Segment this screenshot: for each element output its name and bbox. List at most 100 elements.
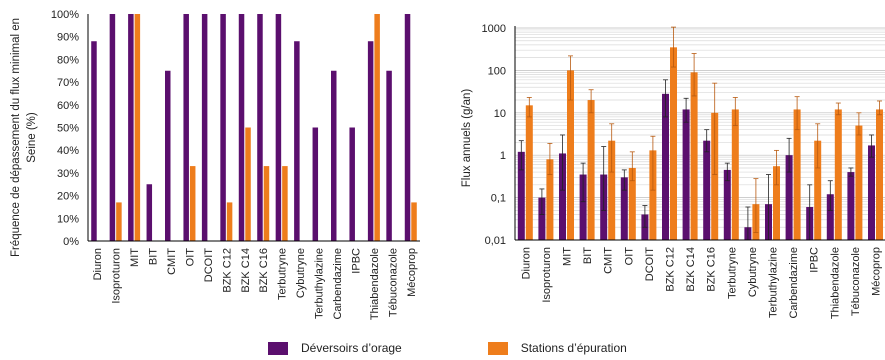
y-tick-label: 0,1 <box>491 193 506 205</box>
x-tick-label: Terbuthylazine <box>768 247 780 318</box>
x-tick-label: Isoproturon <box>541 247 553 303</box>
y-axis-label-line: Seine (%) <box>26 112 38 163</box>
y-tick-label: 1000 <box>482 23 506 35</box>
bar-stations <box>374 14 380 241</box>
x-tick-label: Mécoprop <box>871 247 883 296</box>
legend-label-stations: Stations d’épuration <box>520 341 627 355</box>
bar-stations <box>834 109 842 240</box>
y-axis-label-line: Fréquence de dépassement du flux minimal… <box>10 18 22 257</box>
y-tick-label: 80% <box>57 54 79 66</box>
bar-stations <box>793 109 801 240</box>
x-tick-label: BZK C12 <box>665 247 677 292</box>
x-tick-label: BZK C16 <box>706 247 718 292</box>
x-tick-label: Diuron <box>92 248 104 280</box>
bar-stations <box>628 167 636 240</box>
bar-deversoirs <box>723 169 731 240</box>
bar-stations <box>855 125 863 240</box>
bar-deversoirs <box>331 70 337 241</box>
x-tick-label: BIT <box>148 248 160 265</box>
bar-deversoirs <box>367 41 374 241</box>
bar-stations <box>263 166 270 241</box>
y-tick-label: 1 <box>500 150 506 162</box>
x-tick-label: DCOIT <box>203 248 215 283</box>
bar-deversoirs <box>517 151 525 240</box>
legend-swatch-purple <box>268 341 288 355</box>
bar-stations <box>690 72 698 240</box>
x-tick-label: Cybutryne <box>295 248 307 298</box>
y-axis-label: Flux annuels (g/an) <box>461 89 473 188</box>
bar-stations <box>587 100 595 240</box>
y-tick-label: 60% <box>57 100 79 112</box>
x-tick-label: Carbendazime <box>788 247 800 319</box>
x-tick-label: MIT <box>562 247 574 266</box>
x-tick-label: Terbutryne <box>726 247 738 299</box>
x-tick-label: CMIT <box>166 248 178 275</box>
x-tick-label: MIT <box>129 248 141 267</box>
bar-stations <box>189 166 196 241</box>
bar-deversoirs <box>238 14 245 241</box>
y-tick-label: 90% <box>57 32 79 44</box>
x-tick-label: Terbutryne <box>277 248 289 300</box>
y-tick-label: 20% <box>57 191 79 203</box>
x-tick-label: CMIT <box>603 247 615 274</box>
bar-deversoirs <box>785 155 793 240</box>
y-axis-label: Fréquence de dépassement du flux minimal… <box>10 18 38 257</box>
y-tick-label: 30% <box>57 168 79 180</box>
bar-stations <box>567 70 574 241</box>
bar-stations <box>525 105 533 240</box>
y-tick-label: 50% <box>57 123 79 135</box>
legend: Déversoirs d’orage Stations d’épuration <box>268 340 627 356</box>
x-tick-label: BZK C14 <box>685 247 697 292</box>
legend-item-stations: Stations d’épuration <box>487 341 627 355</box>
plot-area: Diuron Isoproturon MIT BIT CMIT OIT DCOIT BZK C… <box>515 26 885 319</box>
x-tick-label: IPBC <box>809 247 821 273</box>
x-tick-label: Carbendazime <box>332 248 344 320</box>
x-tick-label: Tébuconazole <box>387 248 399 317</box>
x-tick-label: DCOIT <box>644 247 656 282</box>
legend-swatch-orange <box>487 341 508 355</box>
x-tick-label: IPBC <box>350 248 362 274</box>
bar-stations <box>670 47 677 241</box>
y-tick-label: 10% <box>57 213 79 225</box>
x-tick-label: BIT <box>582 247 594 264</box>
x-tick-label: Isoproturon <box>111 248 123 304</box>
bar-stations <box>411 202 417 241</box>
bar-deversoirs <box>868 145 875 240</box>
y-tick-label: 40% <box>57 145 79 157</box>
bar-deversoirs <box>404 14 411 241</box>
y-tick-label: 0% <box>63 236 79 248</box>
bar-deversoirs <box>165 70 171 241</box>
bar-deversoirs <box>312 127 319 241</box>
bar-deversoirs <box>703 140 711 240</box>
bar-deversoirs <box>201 14 208 241</box>
x-tick-label: BZK C14 <box>240 248 252 293</box>
bar-stations <box>731 109 739 240</box>
bar-stations <box>608 140 616 240</box>
bar-stations <box>814 140 822 240</box>
x-tick-label: OIT <box>184 248 196 267</box>
bar-deversoirs <box>847 172 855 240</box>
y-tick-label: 0,01 <box>485 235 506 247</box>
x-tick-label: Mécoprop <box>406 248 418 297</box>
bar-deversoirs <box>826 194 834 240</box>
bar-deversoirs <box>386 70 392 241</box>
annual-flux-chart: Diuron Isoproturon MIT BIT CMIT OIT DCOIT BZK C… <box>461 23 885 319</box>
bar-deversoirs <box>579 174 587 240</box>
y-tick-label: 100% <box>51 9 79 21</box>
bar-stations <box>711 112 719 240</box>
x-tick-label: Diuron <box>520 247 532 279</box>
x-tick-label: Tébuconazole <box>850 247 862 316</box>
frequency-chart: 0% 10% 20% 30% 40% 50% 60% 70% 80% 90% 100% Diuron I… <box>10 9 420 320</box>
bar-stations <box>245 127 251 241</box>
bar-stations <box>649 150 657 240</box>
bar-stations <box>134 14 141 241</box>
bar-deversoirs <box>220 14 226 241</box>
bar-stations <box>546 159 554 240</box>
bar-deversoirs <box>559 153 566 240</box>
bar-deversoirs <box>275 14 282 241</box>
bar-stations <box>876 109 883 240</box>
x-tick-label: Thiabendazole <box>829 247 841 319</box>
bar-deversoirs <box>128 14 134 241</box>
bar-deversoirs <box>146 184 153 241</box>
bar-deversoirs <box>662 93 669 240</box>
